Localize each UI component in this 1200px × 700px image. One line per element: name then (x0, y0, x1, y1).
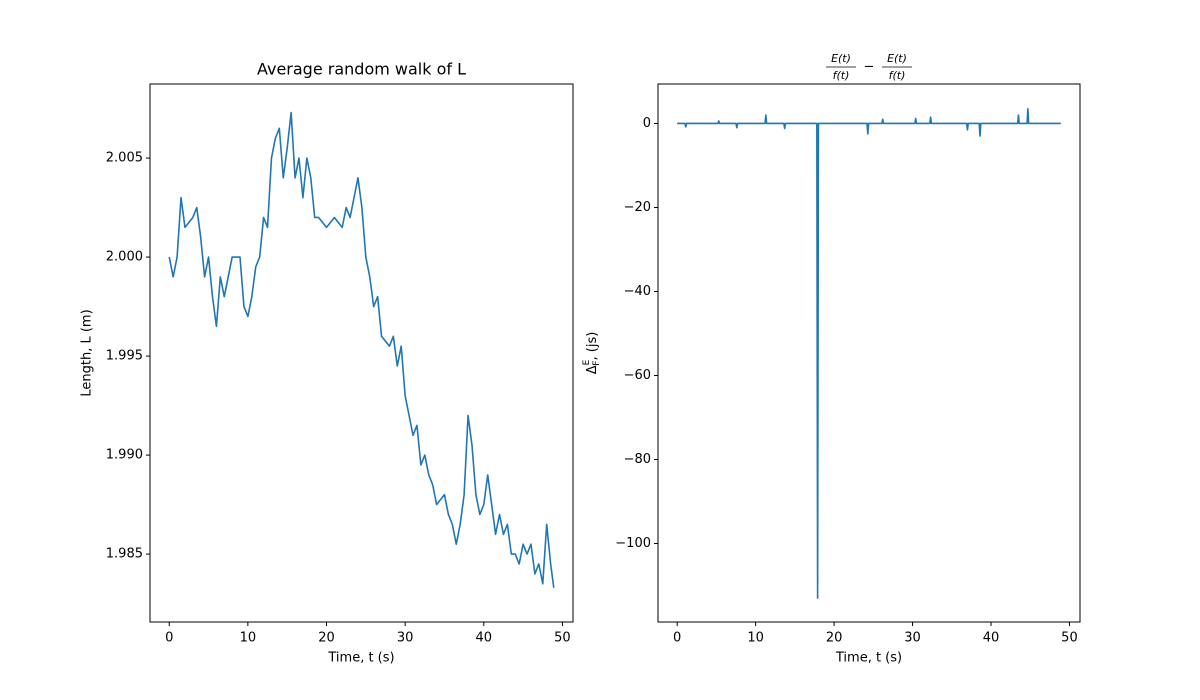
y-tick-label: 2.000 (106, 250, 143, 265)
x-tick-label: 10 (747, 631, 764, 646)
y-axis-label-part: E (582, 359, 592, 365)
x-tick-label: 10 (240, 631, 257, 646)
y-tick-label: −20 (624, 200, 651, 215)
y-axis-label-part: , (js) (585, 332, 600, 361)
y-tick-label: 1.995 (106, 349, 143, 364)
y-axis-label: ΔEF, (js) (582, 332, 602, 375)
title-denominator: f(t) (889, 69, 906, 82)
x-tick-label: 20 (826, 631, 843, 646)
axes-frame (657, 83, 1081, 623)
x-tick-label: 20 (318, 631, 335, 646)
chart-title: Average random walk of L (257, 60, 466, 79)
y-axis-label-part: Δ (585, 365, 600, 374)
y-tick-label: −60 (624, 368, 651, 383)
x-axis-label: Time, t (s) (835, 651, 902, 666)
y-tick-label: −40 (624, 284, 651, 299)
x-tick-label: 50 (554, 631, 571, 646)
title-operator: − (864, 60, 875, 75)
y-axis-label-text: ΔEF, (js) (582, 332, 602, 375)
x-tick-label: 0 (165, 631, 173, 646)
data-line (677, 107, 1061, 599)
x-tick-label: 30 (904, 631, 921, 646)
data-line (168, 111, 555, 588)
x-tick-label: 30 (397, 631, 414, 646)
x-tick-label: 40 (983, 631, 1000, 646)
y-tick-label: 1.990 (106, 448, 143, 463)
y-tick-label: −100 (615, 536, 651, 551)
y-tick-label: −80 (624, 452, 651, 467)
title-numerator: E(t) (887, 52, 907, 65)
x-tick-label: 50 (1061, 631, 1078, 646)
y-axis-label: Length, L (m) (80, 309, 95, 396)
y-axis-label-part: F (592, 361, 602, 366)
axes-frame (149, 83, 574, 623)
x-axis-label: Time, t (s) (327, 651, 394, 666)
title-denominator: f(t) (833, 69, 850, 82)
y-tick-label: 0 (643, 116, 651, 131)
x-tick-label: 40 (476, 631, 493, 646)
x-tick-label: 0 (673, 631, 681, 646)
y-tick-label: 1.985 (106, 547, 143, 562)
title-numerator: E(t) (831, 52, 851, 65)
y-tick-label: 2.005 (106, 151, 143, 166)
